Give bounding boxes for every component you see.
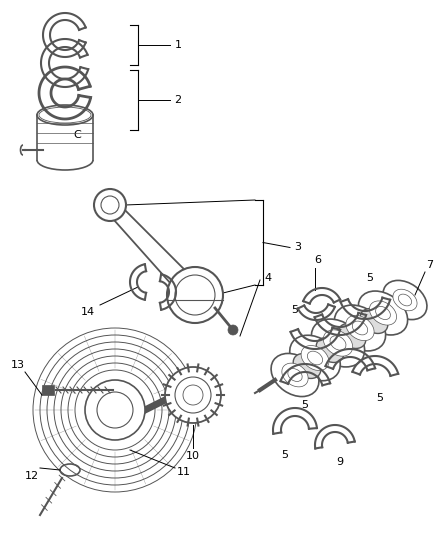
Circle shape [175,377,211,413]
Text: 12: 12 [25,471,39,481]
Ellipse shape [271,353,319,397]
Text: 5: 5 [282,450,289,460]
Ellipse shape [288,368,302,382]
Text: 5: 5 [292,305,299,315]
Text: 9: 9 [336,457,343,467]
Text: 10: 10 [186,451,200,461]
Ellipse shape [290,335,340,381]
Ellipse shape [376,306,390,320]
Circle shape [94,189,126,221]
Text: 4: 4 [265,273,272,283]
Ellipse shape [282,363,308,387]
Text: 5: 5 [377,393,384,403]
Ellipse shape [316,337,344,362]
Text: 11: 11 [177,467,191,477]
Text: 7: 7 [427,260,434,270]
Text: 5: 5 [367,273,374,283]
Text: C: C [73,130,81,140]
Text: 6: 6 [314,255,321,265]
Text: 2: 2 [174,95,182,105]
Circle shape [85,380,145,440]
Ellipse shape [334,305,385,351]
Ellipse shape [369,301,396,325]
Bar [42,385,54,395]
Ellipse shape [330,336,346,350]
Ellipse shape [307,351,322,365]
Ellipse shape [383,280,427,320]
Circle shape [165,367,221,423]
Ellipse shape [352,321,367,335]
Text: 13: 13 [11,360,25,370]
Ellipse shape [338,324,366,349]
Ellipse shape [293,353,321,378]
Text: 1: 1 [174,40,181,50]
Ellipse shape [37,105,93,125]
Ellipse shape [323,330,353,356]
Circle shape [175,275,215,315]
Ellipse shape [399,294,412,306]
Ellipse shape [358,291,408,335]
Text: 5: 5 [301,400,308,410]
Ellipse shape [393,289,417,311]
Circle shape [183,385,203,405]
Ellipse shape [301,345,329,370]
Text: 14: 14 [81,307,95,317]
Text: 3: 3 [294,243,301,253]
Ellipse shape [346,316,374,341]
Circle shape [228,325,238,335]
Circle shape [97,392,133,428]
Ellipse shape [360,309,388,334]
Circle shape [167,267,223,323]
Circle shape [101,196,119,214]
Ellipse shape [311,319,364,367]
